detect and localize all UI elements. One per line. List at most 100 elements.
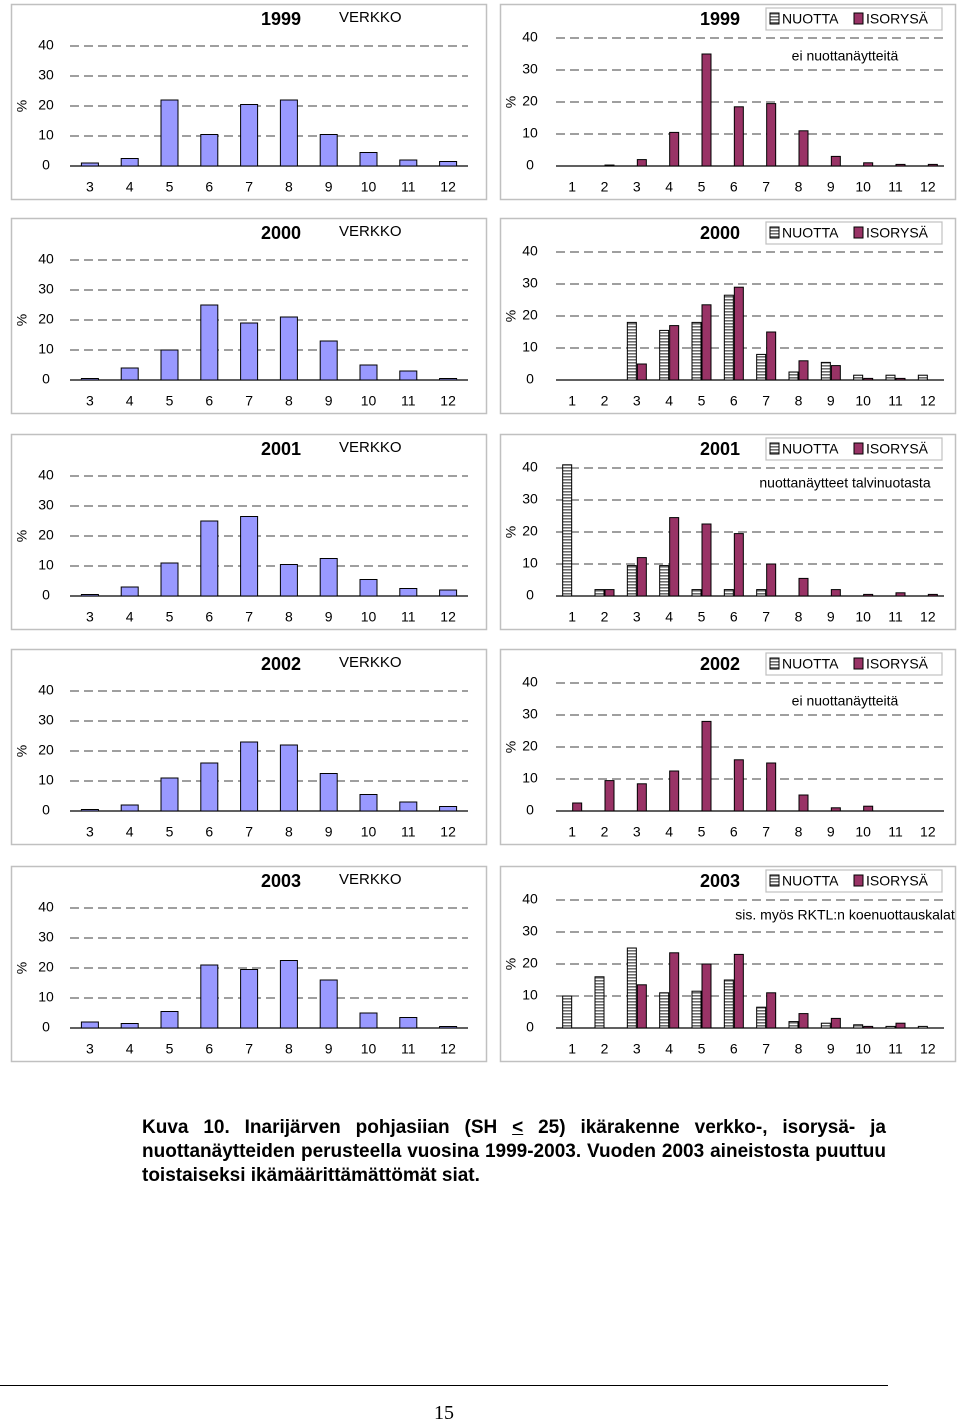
x-tick-label: 3 xyxy=(633,824,641,840)
legend: NUOTTA ISORYSÄ xyxy=(765,7,943,31)
x-tick-label: 10 xyxy=(855,824,871,840)
x-tick-label: 5 xyxy=(166,824,174,840)
x-tick-label: 3 xyxy=(633,609,641,625)
bar-isorysa-3 xyxy=(636,159,647,167)
bar-isorysa-2 xyxy=(604,589,615,597)
chart-year-title: 2001 xyxy=(261,439,301,459)
caption-text-before: Inarijärven pohjasiian (SH xyxy=(244,1117,498,1138)
y-tick-label: 0 xyxy=(526,802,534,818)
legend-label-isorysa: ISORYSÄ xyxy=(866,225,929,241)
bar-verkko-10 xyxy=(359,579,378,597)
x-tick-label: 5 xyxy=(166,179,174,195)
bar-isorysa-6 xyxy=(733,106,744,167)
legend-label-isorysa: ISORYSÄ xyxy=(866,11,929,27)
y-tick-label: 30 xyxy=(522,923,538,939)
legend-swatch-isorysa xyxy=(853,226,864,239)
bar-nuotta-5 xyxy=(691,990,702,1029)
y-tick-label: 30 xyxy=(38,281,54,297)
bar-verkko-6 xyxy=(200,134,219,167)
bar-isorysa-9 xyxy=(830,807,841,812)
x-tick-label: 9 xyxy=(827,1041,835,1057)
bar-verkko-4 xyxy=(120,367,139,381)
bar-isorysa-5 xyxy=(701,53,712,167)
bar-verkko-7 xyxy=(240,969,259,1029)
bar-isorysa-4 xyxy=(669,131,680,167)
legend-label-isorysa: ISORYSÄ xyxy=(866,873,929,889)
bar-verkko-5 xyxy=(160,777,179,812)
chart-svg-verkko-2001: 0 10 20 30 40% 3 4 5 6 7 8 9 10 11 12 2001 VERKKO xyxy=(10,433,488,631)
x-tick-label: 2 xyxy=(601,824,609,840)
y-tick-label: 10 xyxy=(522,339,538,355)
chart-panel-nuotta-isorysa-2000: 0 10 20 30 40% 1 2 3 4 5 6 7 8 9 10 11 12 2000 NUOTTA ISORY… xyxy=(499,217,957,415)
x-tick-label: 5 xyxy=(698,609,706,625)
legend: NUOTTA ISORYSÄ xyxy=(765,221,943,245)
bar-nuotta-6 xyxy=(723,294,734,381)
x-tick-label: 3 xyxy=(86,1041,94,1057)
x-tick-label: 5 xyxy=(166,1041,174,1057)
bar-verkko-11 xyxy=(399,159,418,167)
chart-panel-nuotta-isorysa-2002: 0 10 20 30 40% 1 2 3 4 5 6 7 8 9 10 11 12 2002 NUOTTA ISORY… xyxy=(499,648,957,846)
x-tick-label: 4 xyxy=(126,824,134,840)
legend-label-isorysa: ISORYSÄ xyxy=(866,441,929,457)
y-tick-label: 40 xyxy=(522,459,538,475)
y-tick-label: 40 xyxy=(38,899,54,915)
chart-frame xyxy=(10,217,488,415)
y-tick-label: 40 xyxy=(522,243,538,259)
bar-nuotta-10 xyxy=(853,1024,864,1029)
bar-verkko-10 xyxy=(359,794,378,812)
bar-isorysa-2 xyxy=(604,164,615,167)
bar-isorysa-5 xyxy=(701,523,712,597)
y-tick-label: 40 xyxy=(38,37,54,53)
x-tick-label: 10 xyxy=(855,393,871,409)
x-tick-label: 3 xyxy=(86,179,94,195)
y-tick-label: 30 xyxy=(522,275,538,291)
bar-nuotta-7 xyxy=(756,353,767,381)
x-tick-label: 10 xyxy=(361,179,377,195)
bar-verkko-4 xyxy=(120,158,139,167)
bar-nuotta-2 xyxy=(594,589,605,597)
legend-swatch-isorysa xyxy=(853,12,864,25)
y-tick-label: 20 xyxy=(522,307,538,323)
bar-verkko-10 xyxy=(359,1012,378,1029)
x-tick-label: 6 xyxy=(730,609,738,625)
x-tick-label: 10 xyxy=(855,609,871,625)
bar-nuotta-7 xyxy=(756,589,767,597)
bar-isorysa-6 xyxy=(733,533,744,597)
x-tick-label: 1 xyxy=(568,1041,576,1057)
bar-verkko-9 xyxy=(319,773,338,812)
bar-isorysa-10 xyxy=(863,162,874,167)
y-tick-label: 10 xyxy=(522,125,538,141)
y-axis-label: % xyxy=(503,526,519,538)
bar-nuotta-3 xyxy=(626,947,637,1029)
x-tick-label: 9 xyxy=(325,609,333,625)
bar-isorysa-8 xyxy=(798,130,809,167)
chart-year-title: 2003 xyxy=(700,871,740,891)
x-tick-label: 10 xyxy=(361,609,377,625)
chart-panel-verkko-2003: 0 10 20 30 40% 3 4 5 6 7 8 9 10 11 12 2003 VERKKO xyxy=(10,865,488,1063)
bar-isorysa-9 xyxy=(830,1017,841,1029)
y-tick-label: 30 xyxy=(522,706,538,722)
chart-note: sis. myös RKTL:n koenuottauskalat xyxy=(735,907,955,923)
x-tick-label: 4 xyxy=(665,179,673,195)
x-tick-label: 2 xyxy=(601,393,609,409)
x-tick-label: 6 xyxy=(205,179,213,195)
legend: NUOTTA ISORYSÄ xyxy=(765,869,943,893)
legend: NUOTTA ISORYSÄ xyxy=(765,437,943,461)
bar-nuotta-8 xyxy=(788,1021,799,1029)
chart-panel-verkko-2000: 0 10 20 30 40% 3 4 5 6 7 8 9 10 11 12 2000 VERKKO xyxy=(10,217,488,415)
y-tick-label: 20 xyxy=(38,311,54,327)
legend-swatch-nuotta xyxy=(769,874,780,887)
x-tick-label: 5 xyxy=(698,393,706,409)
x-tick-label: 11 xyxy=(401,609,416,625)
x-tick-label: 7 xyxy=(762,179,770,195)
bar-verkko-12 xyxy=(439,378,458,381)
bar-nuotta-12 xyxy=(917,1025,928,1029)
bar-verkko-7 xyxy=(240,322,259,381)
legend-label-isorysa: ISORYSÄ xyxy=(866,656,929,672)
x-tick-label: 7 xyxy=(762,824,770,840)
x-tick-label: 9 xyxy=(325,1041,333,1057)
x-tick-label: 9 xyxy=(827,393,835,409)
x-tick-label: 9 xyxy=(325,179,333,195)
bar-isorysa-10 xyxy=(863,593,874,597)
